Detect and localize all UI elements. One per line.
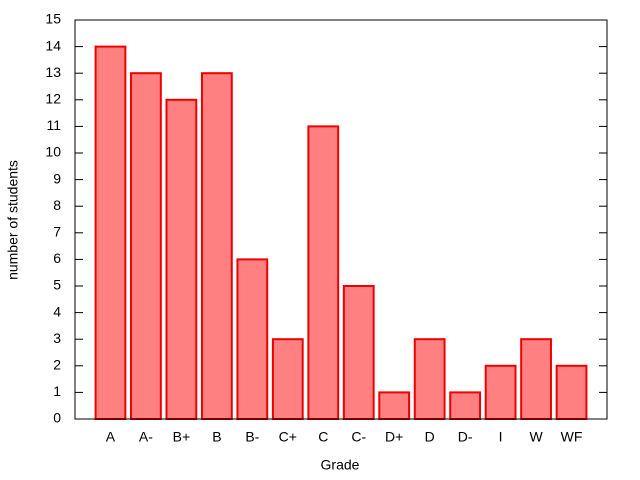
x-tick-label: C (318, 429, 328, 445)
y-tick-label: 13 (45, 64, 61, 80)
bar (449, 391, 482, 420)
x-tick-label: C+ (279, 429, 297, 445)
x-tick-label: D+ (385, 429, 403, 445)
y-tick-label: 8 (53, 197, 61, 213)
y-axis-label: number of students (5, 160, 21, 280)
x-tick-label: W (529, 429, 543, 445)
x-tick-label: D- (458, 429, 473, 445)
bar (555, 364, 588, 420)
y-tick-label: 11 (46, 117, 61, 133)
y-tick-label: 7 (53, 224, 61, 240)
bar (307, 125, 340, 421)
x-tick-label: C- (351, 429, 366, 445)
y-tick-label: 0 (53, 410, 61, 426)
bar (378, 391, 411, 420)
x-tick-label: I (499, 429, 503, 445)
y-tick-label: 14 (45, 37, 61, 53)
x-axis-label: Grade (321, 457, 360, 473)
bar (484, 364, 517, 420)
y-tick-label: 6 (53, 250, 61, 266)
bar (271, 338, 304, 421)
y-tick-label: 3 (53, 330, 61, 346)
y-tick-label: 9 (53, 170, 61, 186)
x-tick-label: A (106, 429, 116, 445)
bar (130, 72, 162, 420)
x-tick-label: D (425, 429, 435, 445)
x-tick-label: B- (245, 429, 259, 445)
plot-frame (74, 19, 608, 420)
bar (165, 98, 198, 421)
bar (342, 285, 375, 420)
bar (236, 258, 269, 420)
x-tick-label: A- (139, 429, 153, 445)
bar (94, 45, 127, 420)
y-tick-label: 12 (45, 91, 61, 107)
y-tick-label: 15 (45, 11, 61, 27)
x-tick-label: B+ (173, 429, 191, 445)
bar (520, 338, 552, 421)
bar (200, 72, 233, 420)
y-tick-label: 4 (53, 303, 61, 319)
bar (413, 338, 446, 421)
x-tick-label: B (212, 429, 221, 445)
x-tick-label: WF (561, 429, 583, 445)
y-tick-label: 10 (45, 144, 61, 160)
y-tick-label: 2 (53, 357, 61, 373)
y-tick-label: 1 (53, 383, 61, 399)
y-tick-label: 5 (53, 277, 61, 293)
